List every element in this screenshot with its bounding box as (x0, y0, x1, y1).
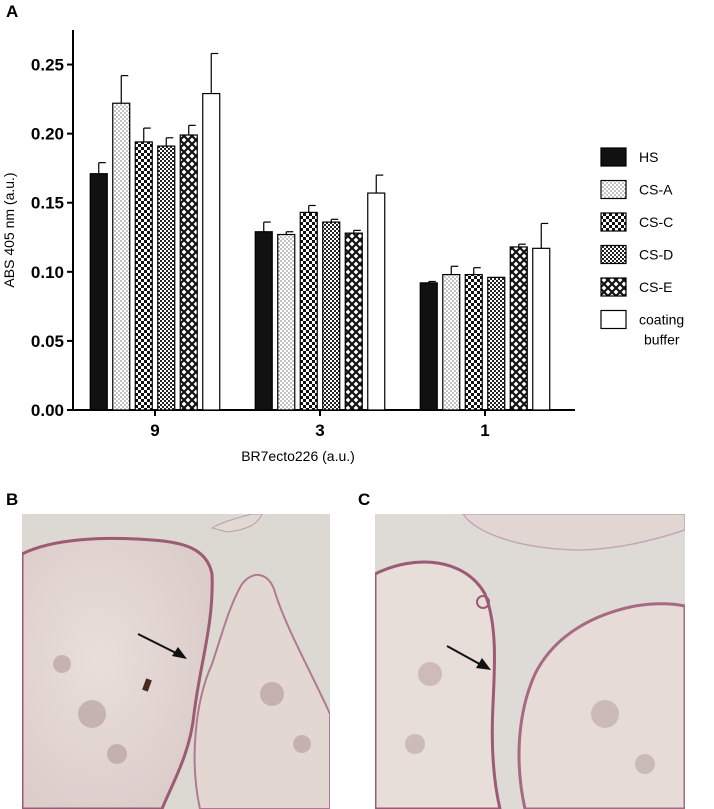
bar-cs-c-9 (134, 141, 153, 411)
arrow-c (446, 645, 486, 668)
bar-hs-3 (254, 231, 273, 411)
x-category-label: 1 (480, 421, 489, 440)
bar-hs-9 (89, 173, 108, 411)
panel-c-label: C (358, 490, 371, 509)
y-tick-label: 0.15 (31, 194, 64, 213)
legend-swatch-cs-a (600, 179, 627, 200)
x-axis-title: BR7ecto226 (a.u.) (241, 448, 355, 464)
bar-cs-e-3 (344, 232, 363, 411)
y-tick-label: 0.05 (31, 332, 64, 351)
bar-cs-a-3 (277, 233, 296, 411)
bar-hs-1 (419, 282, 438, 411)
bar-chart: 0.00 0.05 0.10 0.15 0.20 0.25 9 3 1 HS CS-A CS-C CS… (1, 30, 684, 464)
bar-cs-a-1 (442, 273, 461, 411)
bar-cs-e-1 (509, 246, 528, 411)
bar-cs-d-3 (322, 221, 341, 411)
legend-swatch-cs-e (600, 277, 627, 297)
legend-label: coating buffer (639, 312, 684, 348)
legend-swatch-coating-buffer (600, 309, 627, 330)
legend-label: CS-D (639, 247, 673, 263)
y-tick-label: 0.25 (31, 56, 64, 75)
panel-a-label: A (6, 2, 19, 21)
x-category-label: 3 (315, 421, 324, 440)
bar-cs-c-3 (299, 211, 318, 411)
bar-cs-d-9 (157, 145, 176, 411)
bar-coating-buffer-9 (202, 92, 221, 411)
x-category-label: 9 (150, 421, 159, 440)
y-tick-label: 0.00 (31, 401, 64, 420)
y-tick-label: 0.20 (31, 125, 64, 144)
bar-cs-c-1 (464, 273, 483, 411)
panel-b-label: B (6, 490, 19, 509)
bar-coating-buffer-3 (367, 192, 386, 411)
legend-swatch-hs (600, 147, 627, 167)
bar-cs-d-1 (487, 276, 506, 411)
histology-image-b (22, 514, 330, 809)
legend-label: CS-E (639, 279, 672, 295)
histology-image-c (375, 514, 685, 809)
bar-coating-buffer-1 (532, 247, 551, 411)
legend-label: HS (639, 149, 658, 165)
legend-label: CS-A (639, 182, 673, 198)
y-tick-label: 0.10 (31, 263, 64, 282)
legend-label: CS-C (639, 214, 673, 230)
bar-cs-a-9 (112, 102, 131, 411)
y-axis-title: ABS 405 nm (a.u.) (1, 172, 17, 287)
bar-cs-e-9 (179, 134, 198, 411)
legend-swatch-cs-c (600, 212, 627, 232)
legend-swatch-cs-d (600, 244, 627, 265)
